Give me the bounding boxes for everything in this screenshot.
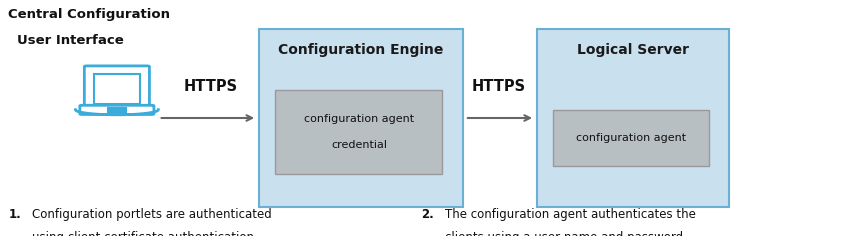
FancyBboxPatch shape (80, 105, 154, 114)
Text: Configuration Engine: Configuration Engine (278, 43, 443, 57)
Text: Logical Server: Logical Server (577, 43, 689, 57)
Text: 1.: 1. (8, 208, 21, 221)
Text: configuration agent: configuration agent (576, 133, 686, 143)
Text: 2.: 2. (422, 208, 434, 221)
FancyBboxPatch shape (259, 29, 464, 207)
Text: using client certificate authentication.: using client certificate authentication. (32, 231, 257, 236)
Text: configuration agent: configuration agent (303, 114, 414, 124)
Text: credential: credential (331, 140, 387, 150)
FancyBboxPatch shape (552, 110, 710, 166)
FancyBboxPatch shape (537, 29, 728, 207)
FancyBboxPatch shape (94, 74, 140, 104)
Text: User Interface: User Interface (17, 34, 123, 47)
Text: Configuration portlets are authenticated: Configuration portlets are authenticated (32, 208, 271, 221)
Text: HTTPS: HTTPS (183, 79, 238, 94)
Text: clients using a user name and password.: clients using a user name and password. (445, 231, 687, 236)
Text: HTTPS: HTTPS (471, 79, 525, 94)
Text: Central Configuration: Central Configuration (8, 8, 170, 21)
FancyBboxPatch shape (84, 66, 149, 111)
FancyBboxPatch shape (276, 90, 443, 174)
FancyBboxPatch shape (108, 108, 126, 112)
Text: The configuration agent authenticates the: The configuration agent authenticates th… (445, 208, 695, 221)
